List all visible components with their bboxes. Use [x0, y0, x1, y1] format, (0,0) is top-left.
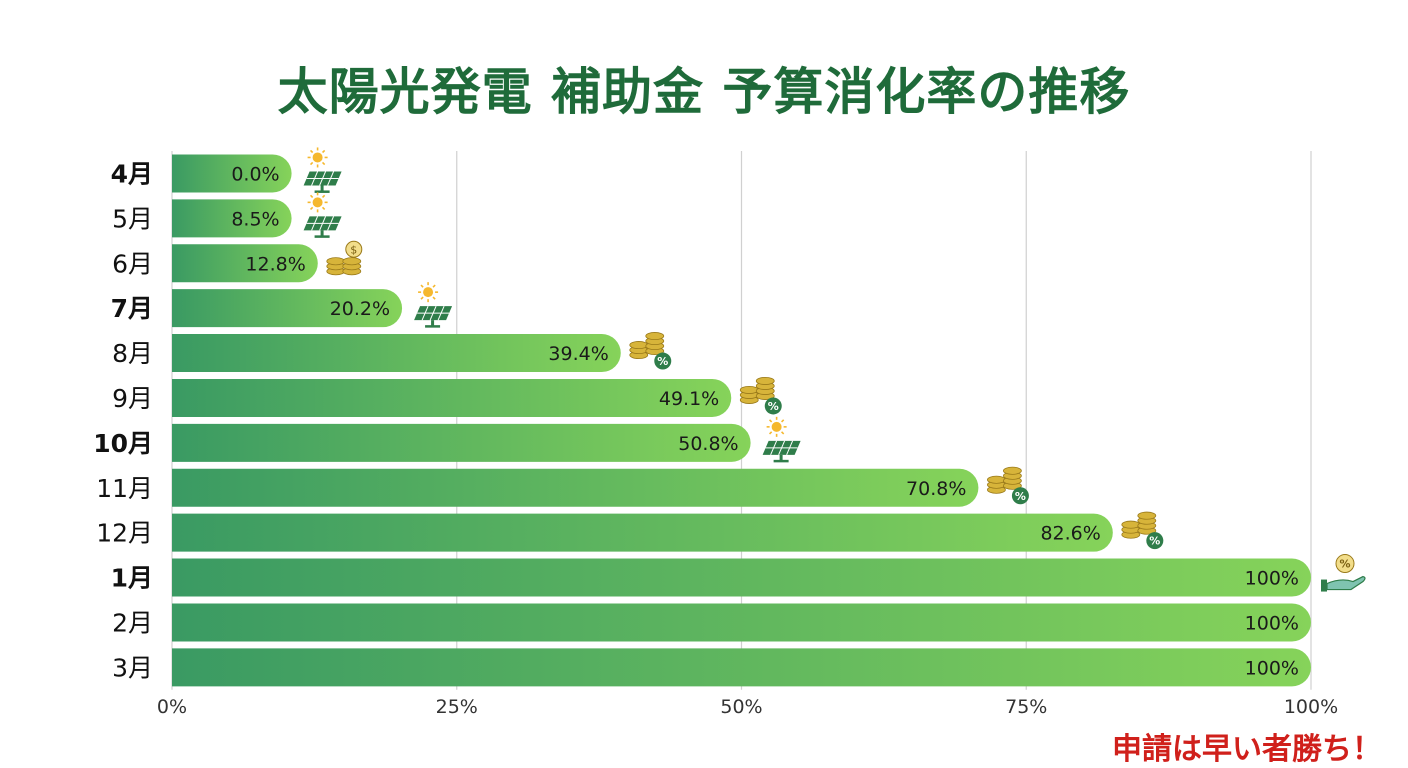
svg-text:%: %	[1149, 535, 1160, 548]
bar	[172, 558, 1311, 597]
category-label: 12月	[96, 519, 153, 548]
coins-percent-icon: %	[739, 376, 782, 415]
bar	[172, 244, 318, 283]
bar	[172, 199, 292, 238]
bar-icon: %	[629, 332, 672, 370]
value-label: 70.8%	[906, 478, 966, 500]
bar	[172, 513, 1113, 552]
bar-icon: $	[326, 240, 363, 276]
svg-text:%: %	[1015, 490, 1026, 503]
svg-text:%: %	[657, 355, 668, 368]
bar	[172, 648, 1311, 687]
value-label: 50.8%	[678, 433, 738, 455]
bar-icon	[762, 416, 801, 463]
category-label: 6月	[112, 249, 153, 278]
sun-icon	[418, 282, 439, 303]
bar	[172, 334, 621, 373]
bar	[172, 423, 751, 462]
bar	[172, 603, 1311, 642]
bar-icon: %	[987, 466, 1029, 505]
coins-percent-icon: %	[987, 466, 1029, 505]
category-label: 7月	[111, 294, 153, 323]
x-tick-label: 100%	[1284, 696, 1338, 718]
bar	[172, 154, 292, 193]
bar-icon	[303, 192, 342, 238]
bar	[172, 378, 732, 417]
svg-text:%: %	[1339, 558, 1350, 571]
x-tick-label: 0%	[157, 696, 187, 718]
category-label: 3月	[112, 653, 153, 682]
value-label: 100%	[1245, 657, 1299, 679]
hand-percent-icon: %	[1321, 554, 1366, 592]
solar-panel-icon	[414, 305, 453, 328]
value-label: 12.8%	[245, 253, 305, 275]
category-label: 9月	[112, 384, 153, 413]
x-tick-label: 75%	[1005, 696, 1047, 718]
coins-dollar-icon: $	[326, 240, 363, 276]
solar-panel-icon	[303, 216, 342, 238]
category-label: 5月	[112, 204, 153, 233]
x-tick-label: 50%	[720, 696, 762, 718]
value-label: 100%	[1245, 612, 1299, 634]
chart-title: 太陽光発電 補助金 予算消化率の推移	[277, 63, 1131, 121]
value-label: 0.0%	[231, 163, 279, 185]
category-label: 1月	[111, 564, 153, 593]
value-label: 39.4%	[548, 343, 608, 365]
value-label: 100%	[1245, 568, 1299, 590]
sun-icon	[307, 192, 328, 213]
bar-icon: %	[739, 376, 782, 415]
category-label: 11月	[96, 474, 153, 503]
svg-text:$: $	[350, 243, 357, 256]
bar-icon	[414, 282, 453, 328]
category-label: 4月	[111, 159, 153, 188]
sun-icon	[307, 147, 328, 168]
svg-text:%: %	[768, 400, 779, 413]
solar-panel-icon	[303, 171, 342, 193]
bar	[172, 289, 403, 328]
value-label: 20.2%	[330, 298, 390, 320]
value-label: 82.6%	[1040, 523, 1100, 545]
coins-percent-icon: %	[1121, 511, 1164, 550]
solar-panel-icon	[762, 440, 801, 463]
bar-icon: %	[1321, 554, 1366, 592]
category-label: 2月	[112, 608, 153, 637]
bar	[172, 468, 979, 507]
category-label: 10月	[93, 429, 153, 458]
coins-percent-icon: %	[629, 332, 672, 370]
x-tick-label: 25%	[436, 696, 478, 718]
callout-text: 申請は早い者勝ち！	[1112, 732, 1382, 767]
bar-icon: %	[1121, 511, 1164, 550]
value-label: 8.5%	[231, 208, 279, 230]
bar-icon	[303, 147, 342, 193]
category-label: 8月	[112, 339, 153, 368]
sun-icon	[766, 416, 787, 437]
value-label: 49.1%	[659, 388, 719, 410]
